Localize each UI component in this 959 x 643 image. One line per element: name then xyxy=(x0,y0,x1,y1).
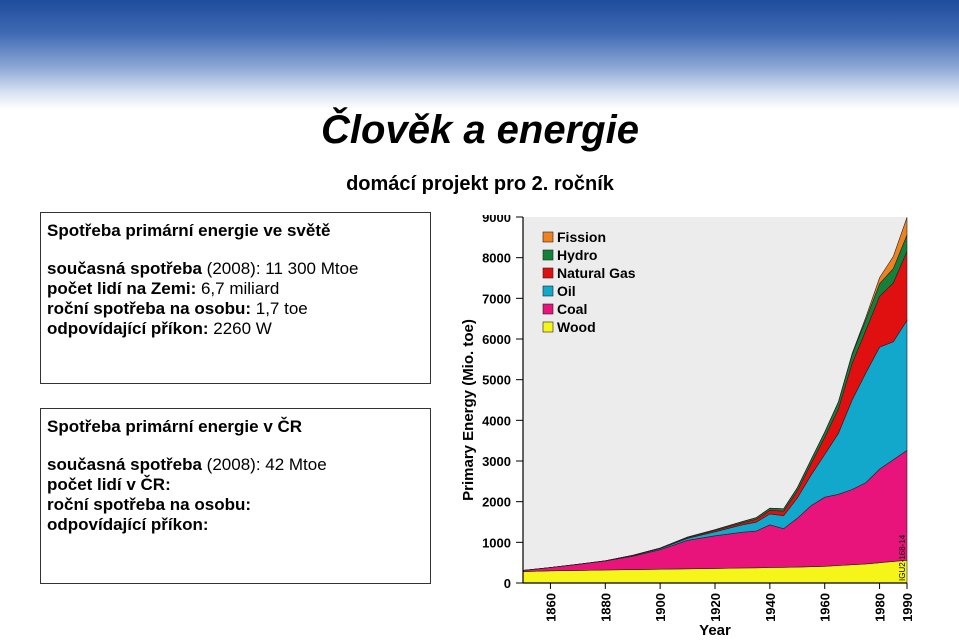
legend-swatch-oil xyxy=(542,285,554,297)
header-banner xyxy=(0,0,959,110)
cz-row-label: odpovídající příkon: xyxy=(47,515,209,534)
world-panel-heading: Spotřeba primární energie ve světě xyxy=(47,221,331,240)
world-row-label: odpovídající příkon: xyxy=(47,319,209,338)
page-subtitle: domácí projekt pro 2. ročník xyxy=(346,173,614,195)
world-power: odpovídající příkon: 2260 W xyxy=(47,319,424,339)
page-title: Člověk a energie xyxy=(321,108,639,152)
y-tick-label: 0 xyxy=(504,576,511,591)
y-tick-label: 7000 xyxy=(482,291,511,306)
corner-note: IGU2-168-14 xyxy=(898,534,907,581)
world-per-capita: roční spotřeba na osobu: 1,7 toe xyxy=(47,299,424,319)
legend-label-hydro: Hydro xyxy=(557,247,597,263)
cz-row-label: současná spotřeba xyxy=(47,455,202,474)
world-current-consumption: současná spotřeba (2008): 11 300 Mtoe xyxy=(47,259,424,279)
x-tick-label: 1860 xyxy=(543,593,558,622)
y-tick-label: 9000 xyxy=(482,215,511,225)
x-tick-label: 1900 xyxy=(653,593,668,622)
cz-current-consumption: současná spotřeba (2008): 42 Mtoe xyxy=(47,455,424,475)
x-tick-label: 1980 xyxy=(873,593,888,622)
cz-consumption-panel: Spotřeba primární energie v ČR současná … xyxy=(40,408,431,584)
y-tick-label: 5000 xyxy=(482,373,511,388)
cz-row-value: (2008): 42 Mtoe xyxy=(201,455,327,474)
world-population: počet lidí na Zemi: 6,7 miliard xyxy=(47,279,424,299)
cz-population: počet lidí v ČR: xyxy=(47,475,424,495)
cz-power: odpovídající příkon: xyxy=(47,515,424,535)
legend-swatch-fission xyxy=(542,231,554,243)
y-axis-title: Primary Energy (Mio. toe) xyxy=(460,319,477,501)
series-area-fission xyxy=(522,217,908,571)
cz-panel-heading: Spotřeba primární energie v ČR xyxy=(47,417,303,436)
legend-label-oil: Oil xyxy=(557,283,576,299)
x-tick-label: 1880 xyxy=(598,593,613,622)
legend-swatch-coal xyxy=(542,303,554,315)
chart-svg: 0 1000 2000 3000 4000 5000 6000 7000 8000 9000 186… xyxy=(460,210,915,639)
legend-swatch-natural-gas xyxy=(542,267,554,279)
x-axis-title: Year xyxy=(699,622,731,638)
legend-label-fission: Fission xyxy=(557,229,606,245)
y-tick-label: 6000 xyxy=(482,332,511,347)
legend-label-wood: Wood xyxy=(557,319,596,335)
primary-energy-chart: 0 1000 2000 3000 4000 5000 6000 7000 8000 9000 186… xyxy=(455,210,920,639)
world-row-value: 1,7 toe xyxy=(251,299,308,318)
legend-swatch-hydro xyxy=(542,249,554,261)
world-row-value: 6,7 miliard xyxy=(196,279,280,298)
legend-label-coal: Coal xyxy=(557,301,587,317)
cz-row-label: roční spotřeba na osobu: xyxy=(47,495,252,514)
legend-swatch-wood xyxy=(542,321,554,333)
legend-label-natural-gas: Natural Gas xyxy=(557,265,636,281)
world-consumption-panel: Spotřeba primární energie ve světě souča… xyxy=(40,212,431,384)
y-tick-label: 8000 xyxy=(482,251,511,266)
y-tick-label: 1000 xyxy=(482,535,511,550)
world-row-label: roční spotřeba na osobu: xyxy=(47,299,252,318)
x-tick-label: 1990 xyxy=(900,593,915,622)
world-row-label: současná spotřeba xyxy=(47,259,202,278)
x-tick-label: 1920 xyxy=(708,593,723,622)
x-tick-label: 1960 xyxy=(818,593,833,622)
world-row-value: (2008): 11 300 Mtoe xyxy=(201,259,359,278)
y-tick-label: 2000 xyxy=(482,495,511,510)
x-tick-label: 1940 xyxy=(763,593,778,622)
world-row-value: 2260 W xyxy=(208,319,272,338)
cz-per-capita: roční spotřeba na osobu: xyxy=(47,495,424,515)
world-row-label: počet lidí na Zemi: xyxy=(47,279,197,298)
y-tick-label: 4000 xyxy=(482,413,511,428)
y-tick-label: 3000 xyxy=(482,454,511,469)
cz-row-label: počet lidí v ČR: xyxy=(47,475,171,494)
